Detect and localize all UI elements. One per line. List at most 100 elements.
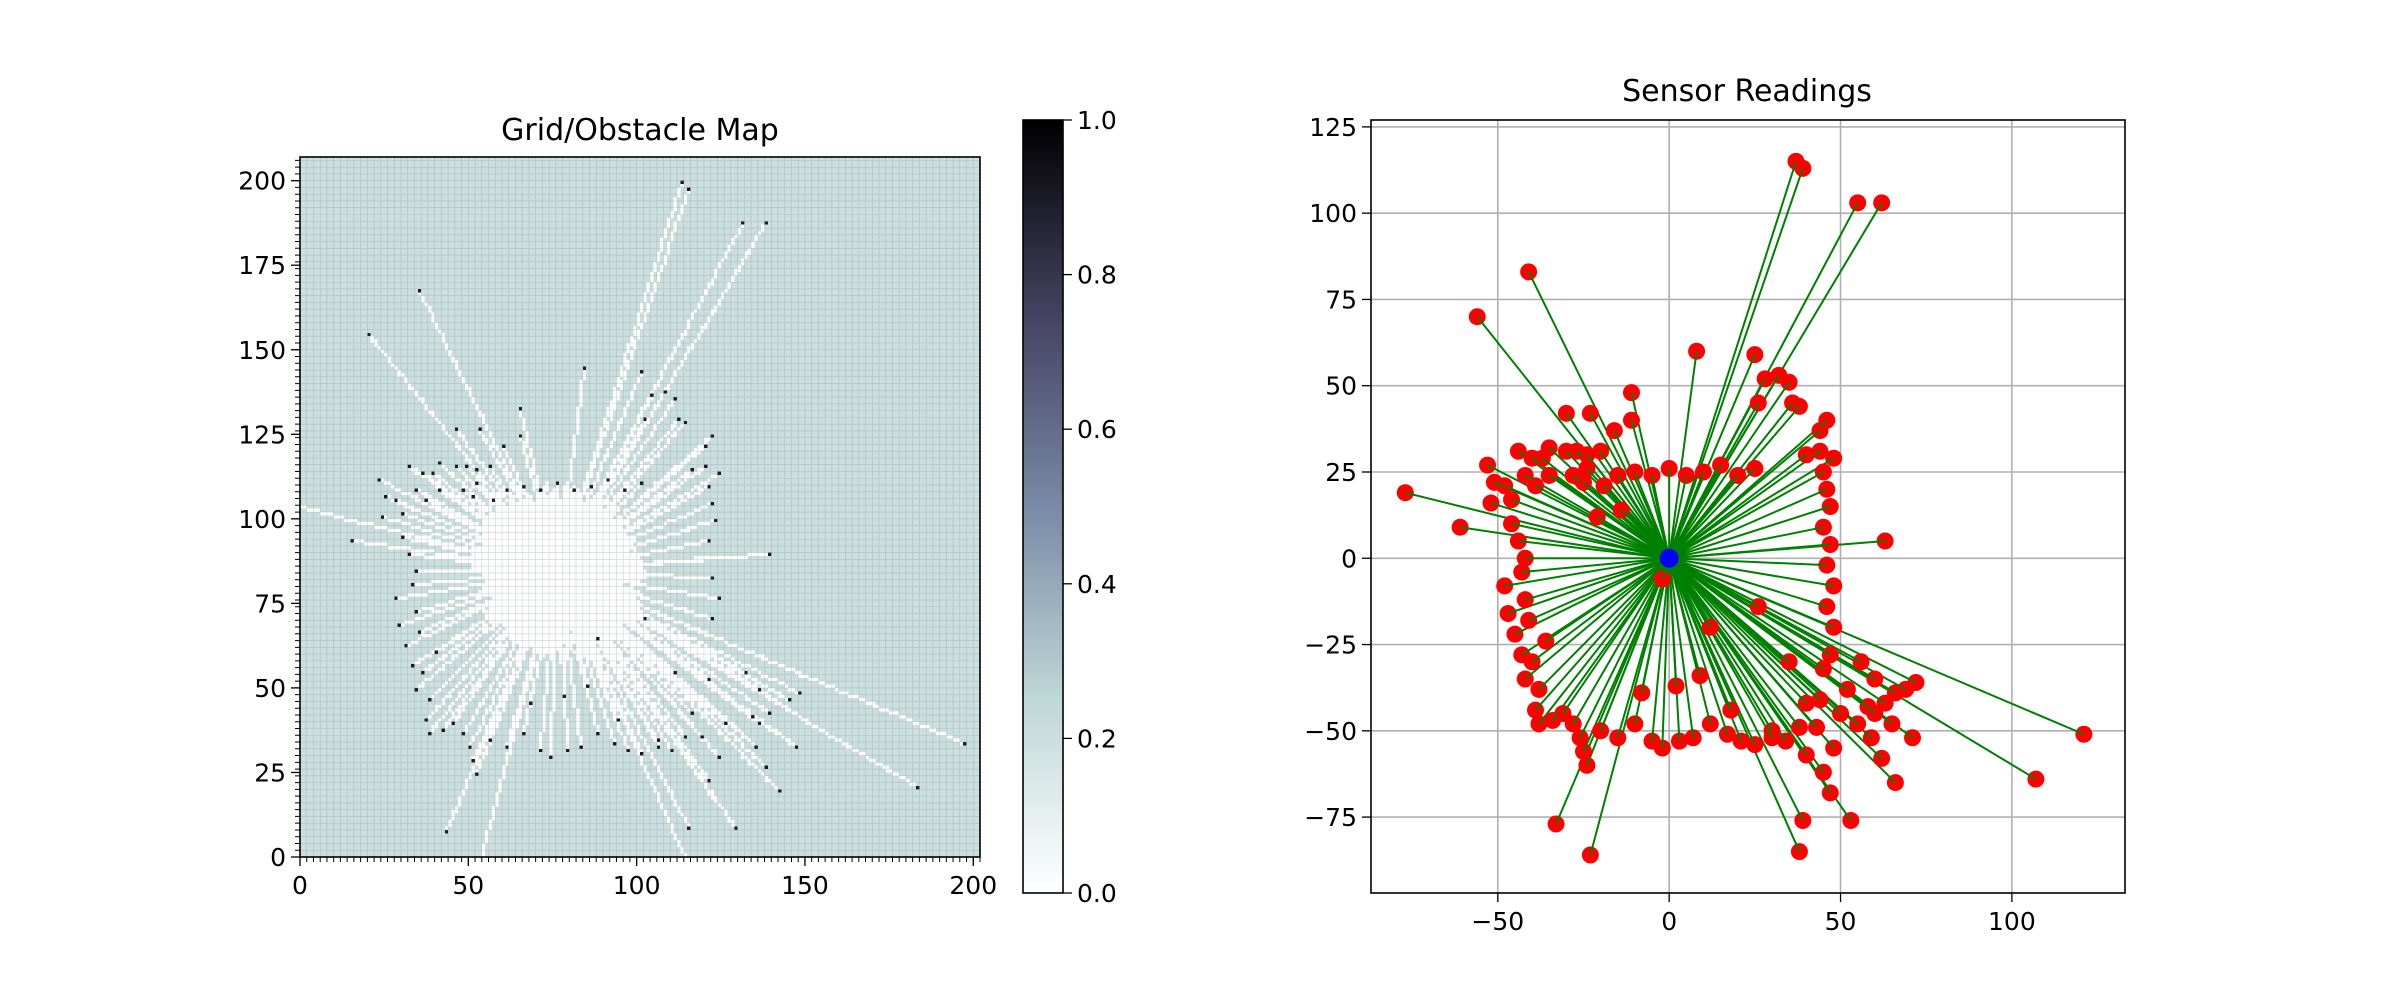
sensor-ray-tip (1715, 464, 1722, 474)
sensor-y-tick-label: −75 (1304, 803, 1357, 832)
sensor-ray (1668, 557, 1869, 708)
sensor-ray-tip (1812, 450, 1821, 458)
sensor-ray (1668, 475, 1688, 559)
sensor-ray-tip (1531, 457, 1540, 465)
sensor-ray (1668, 471, 1824, 560)
sensor-x-axis: −50 0 50 100 (1471, 893, 2036, 936)
sensor-y-tick-label: −25 (1304, 631, 1357, 660)
sensor-title: Sensor Readings (1622, 74, 1872, 109)
sensor-ray (1534, 557, 1670, 711)
sensor-ray-tip (1781, 655, 1790, 663)
sensor-ray (1630, 419, 1671, 559)
sensor-ray-tip (1541, 457, 1551, 465)
sensor-ray-tip (1575, 450, 1584, 459)
sensor-ray-tip (1907, 677, 1917, 684)
sensor-y-tick-label: −50 (1304, 717, 1357, 746)
sensor-ray-tip (1586, 467, 1594, 476)
grid-map-y-tick-label: 0 (270, 843, 286, 872)
sensor-ray-tip (1579, 729, 1585, 739)
sensor-ray-tip (1521, 649, 1530, 656)
colorbar-tick-label: 1.0 (1077, 106, 1117, 135)
sensor-ray-tip (1405, 491, 1415, 496)
sensor-ray-tip (1548, 474, 1558, 482)
sensor-ray-tip (1538, 716, 1546, 725)
sensor-ray-tip (1493, 481, 1504, 487)
sensor-ray-tip (1783, 381, 1790, 391)
sensor-ray-tip (1572, 474, 1581, 483)
sensor-ray-tip (1897, 684, 1907, 691)
sensor-ray (1524, 557, 1670, 680)
sensor-ray-tip (1876, 540, 1886, 543)
sensor-ray-tip (1749, 601, 1759, 608)
sensor-ray-tip (1603, 485, 1611, 494)
grid-map-x-tick-label: 200 (949, 871, 997, 900)
sensor-ray-tip (1630, 392, 1635, 402)
grid-map-x-tick-label: 0 (292, 871, 308, 900)
sensor-ray-tip (1535, 484, 1544, 491)
sensor-ray (1668, 488, 1828, 560)
sensor-ray-tip (1527, 271, 1534, 281)
sensor-ray-tip (1812, 692, 1821, 701)
sensor-ray (1405, 491, 1670, 560)
sensor-x-tick-label: −50 (1471, 907, 1524, 936)
sensor-ray (1668, 557, 1732, 711)
sensor-ray-tip (1723, 725, 1729, 735)
grid-map-y-tick-label: 100 (238, 505, 286, 534)
colorbar-tick-label: 0.2 (1077, 724, 1117, 753)
sensor-ray (1668, 557, 1790, 663)
sensor-ray (1668, 557, 1787, 742)
sensor-ray-tip (1589, 846, 1594, 856)
sensor-ray-tip (1582, 481, 1591, 490)
sensor-ray-tip (1696, 666, 1701, 676)
sensor-ray-tip (1528, 615, 1538, 622)
sensor-ray (1633, 471, 1671, 559)
sensor-ray (1651, 558, 1671, 742)
sensor-ray (1521, 557, 1670, 574)
grid-map-y-tick-label: 175 (238, 251, 286, 280)
sensor-ray (1669, 540, 1886, 560)
colorbar-tick-label: 0.8 (1077, 261, 1117, 290)
sensor-ray-tip (1633, 714, 1638, 725)
sensor-ray (1531, 557, 1670, 663)
sensor-ray (1528, 557, 1670, 622)
sensor-ray (1527, 271, 1671, 559)
sensor-ray-tip (1752, 402, 1760, 412)
sensor-ray-tip (1683, 475, 1688, 485)
sensor-ray-tip (1651, 732, 1654, 742)
sensor-ray-tip (1524, 596, 1535, 601)
sensor-ray-tip (1821, 505, 1831, 511)
sensor-y-tick-label: 75 (1325, 285, 1357, 314)
sensor-ray-tip (1487, 464, 1496, 471)
sensor-ray-tip (1599, 722, 1605, 732)
sensor-ray-tip (1824, 583, 1834, 587)
sensor-ray (1555, 557, 1671, 825)
sensor-ray-tip (1504, 484, 1514, 491)
sensor-ray-tip (1651, 475, 1655, 485)
sensor-ray (1668, 526, 1824, 560)
sensor-ray-tip (1613, 430, 1619, 440)
sensor-ray (1668, 351, 1698, 559)
sensor-ray-tip (2027, 773, 2037, 780)
sensor-ray-tip (1821, 543, 1831, 547)
grid-map-y-tick-label: 200 (238, 167, 286, 196)
sensor-x-tick-label: 100 (1988, 907, 2036, 936)
sensor-ray-tip (1793, 719, 1801, 728)
sensor-ray-tip (1551, 712, 1559, 722)
sensor-ray-tip (1877, 697, 1886, 705)
sensor-ray (1565, 412, 1670, 559)
grid-map-y-tick-label: 25 (254, 758, 286, 787)
sensor-ray-tip (1731, 474, 1739, 484)
sensor-ray (1661, 558, 1671, 749)
sensor-ray-tip (1874, 751, 1883, 760)
sensor-ray-tip (2075, 729, 2085, 736)
sensor-ray (1507, 557, 1670, 615)
sensor-ray-tip (1545, 635, 1554, 642)
sensor-ray-tip (1507, 609, 1517, 615)
sensor-ray (1545, 557, 1670, 642)
sensor-ray (1589, 412, 1671, 559)
sensor-ray (1668, 557, 2085, 736)
sensor-ray-tip (1565, 412, 1573, 422)
sensor-ray (1620, 509, 1670, 559)
sensor-ray-tip (1620, 509, 1629, 518)
